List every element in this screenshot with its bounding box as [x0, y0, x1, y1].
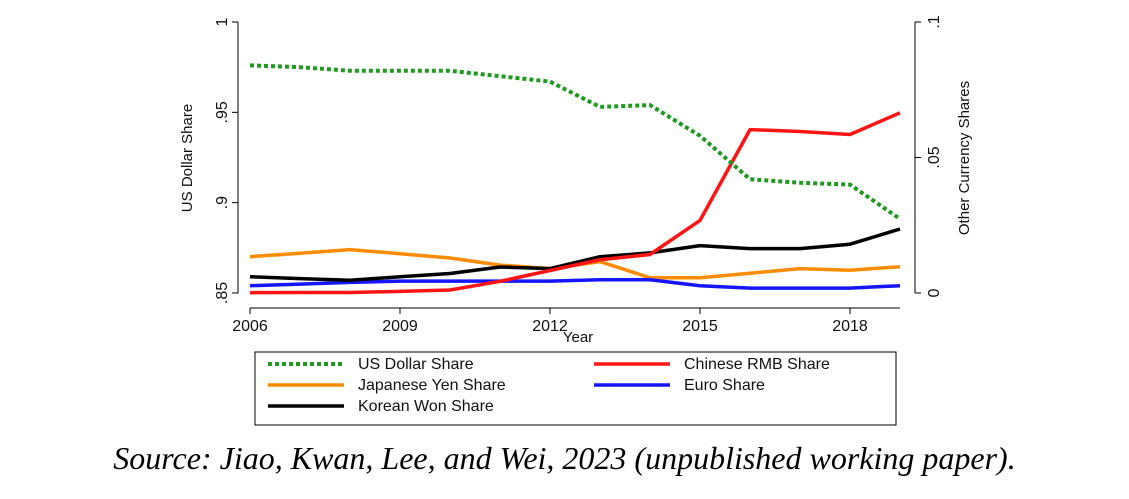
x-tick-label: 2009: [382, 318, 418, 335]
x-tick-label: 2006: [232, 318, 268, 335]
x-tick-label: 2018: [832, 318, 868, 335]
legend-label-us-dollar-share: US Dollar Share: [358, 356, 474, 373]
x-tick-label: 2012: [532, 318, 568, 335]
y-left-tick-label: .95: [214, 101, 231, 123]
series-line-euro-share: [249, 277, 901, 290]
y-axis-left-title: US Dollar Share: [179, 104, 196, 212]
x-axis-title: Year: [563, 329, 593, 346]
series-line-us-dollar-share: [249, 63, 902, 221]
y-right-tick-label: .1: [926, 15, 943, 28]
y-left-tick-label: 1: [214, 17, 231, 26]
x-tick-label: 2015: [682, 318, 718, 335]
legend-label-chinese-rmb-share: Chinese RMB Share: [684, 356, 830, 373]
legend-box: [254, 351, 897, 426]
line-chart: 2006 2009 2012 2015 2018 .85 .9 .95 1 0 .05 .1 US D…: [179, 15, 973, 426]
legend: US Dollar Share Chinese RMB Share Japanese…: [254, 351, 897, 426]
y-right-tick-label: 0: [926, 288, 943, 297]
source-caption: Source: Jiao, Kwan, Lee, and Wei, 2023 (…: [113, 440, 1016, 476]
y-right-tick-label: .05: [926, 146, 943, 168]
series-layer: [249, 63, 902, 295]
legend-label-euro-share: Euro Share: [684, 377, 765, 394]
series-line-chinese-rmb-share: [249, 111, 901, 295]
series-line-korean-won-share: [249, 227, 901, 283]
y-left-tick-label: .9: [214, 196, 231, 209]
axes: 2006 2009 2012 2015 2018 .85 .9 .95 1 0 .05 .1: [214, 15, 943, 335]
legend-label-japanese-yen-share: Japanese Yen Share: [358, 377, 506, 394]
legend-label-korean-won-share: Korean Won Share: [358, 398, 494, 415]
y-left-tick-label: .85: [214, 282, 231, 304]
y-axis-right-title: Other Currency Shares: [956, 81, 973, 235]
